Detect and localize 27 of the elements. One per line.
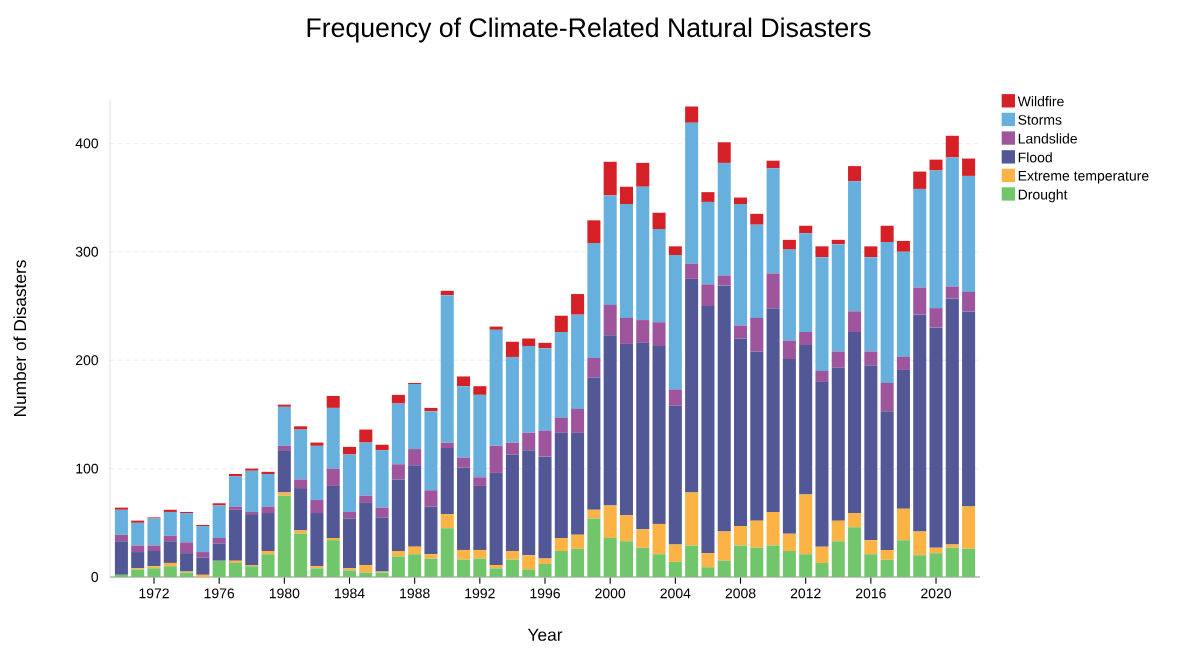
x-tick-label: 2000 <box>595 588 626 599</box>
y-tick-label: 200 <box>75 355 99 366</box>
y-tick-label: 0 <box>91 572 99 582</box>
legend-label: Landslide <box>1018 133 1077 144</box>
y-tick-label: 300 <box>75 246 99 257</box>
x-tick-label: 2004 <box>660 588 691 599</box>
y-axis-title: Number of Disasters <box>13 260 27 417</box>
x-axis-title: Year <box>527 628 563 641</box>
legend-label: Storms <box>1018 114 1062 125</box>
x-tick-label: 1980 <box>269 588 300 599</box>
legend-label: Drought <box>1018 189 1068 203</box>
x-tick-label: 2012 <box>790 588 821 599</box>
x-tick-label: 1972 <box>139 588 169 599</box>
x-tick-label: 2020 <box>921 588 952 599</box>
y-tick-label: 100 <box>76 463 99 474</box>
legend-label: Wildfire <box>1017 96 1064 107</box>
y-tick-label: 400 <box>75 138 99 149</box>
x-tick-label: 2016 <box>855 588 886 599</box>
legend-label: Flood <box>1018 152 1052 163</box>
x-tick-label: 1988 <box>400 588 430 599</box>
x-tick-label: 1992 <box>465 588 495 599</box>
x-tick-label: 1984 <box>334 588 365 599</box>
x-tick-label: 1996 <box>530 588 560 599</box>
x-tick-label: 2008 <box>725 588 756 599</box>
x-tick-label: 1976 <box>204 588 235 599</box>
legend-label: Extreme temperature <box>1018 170 1149 184</box>
chart-title: Frequency of Climate-Related Natural Disasters <box>307 17 871 43</box>
